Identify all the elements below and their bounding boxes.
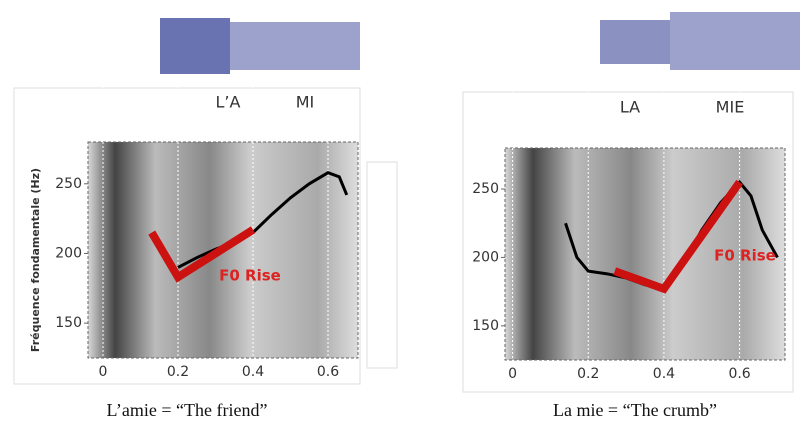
segment-label: L’A: [216, 93, 241, 112]
y-tick-label: 150: [55, 315, 82, 331]
segment-label: MI: [296, 93, 315, 112]
axis-frame: [87, 141, 359, 359]
x-tick-label: 0: [508, 366, 517, 382]
y-tick-label: 200: [55, 245, 82, 261]
x-tick-label: 0.4: [653, 366, 675, 382]
x-tick-label: 0.6: [317, 364, 339, 380]
axis-frame: [504, 147, 786, 361]
y-tick-label: 200: [472, 249, 499, 265]
annotation: F0 Rise: [219, 267, 281, 285]
caption: L’amie = “The friend”: [107, 400, 268, 420]
caption: La mie = “The crumb”: [553, 400, 717, 420]
annotation: F0 Rise: [714, 247, 776, 265]
y-axis-label: Fréquence fondamentale (Hz): [29, 168, 42, 352]
x-tick-label: 0.2: [577, 366, 599, 382]
waveform: [160, 12, 800, 74]
f0-line: [148, 226, 256, 283]
x-tick-label: 0.6: [728, 366, 750, 382]
panel-frame: [13, 87, 794, 393]
segment-label: LA: [620, 98, 640, 117]
x-tick-label: 0.4: [242, 364, 264, 380]
f0-line: [613, 179, 743, 294]
y-tick-label: 250: [55, 176, 82, 192]
y-tick-label: 150: [472, 318, 499, 334]
f0-line: [177, 171, 349, 269]
segment-label: MIE: [716, 98, 745, 117]
x-tick-label: 0: [99, 364, 108, 380]
y-tick-label: 250: [472, 181, 499, 197]
x-tick-label: 0.2: [167, 364, 189, 380]
